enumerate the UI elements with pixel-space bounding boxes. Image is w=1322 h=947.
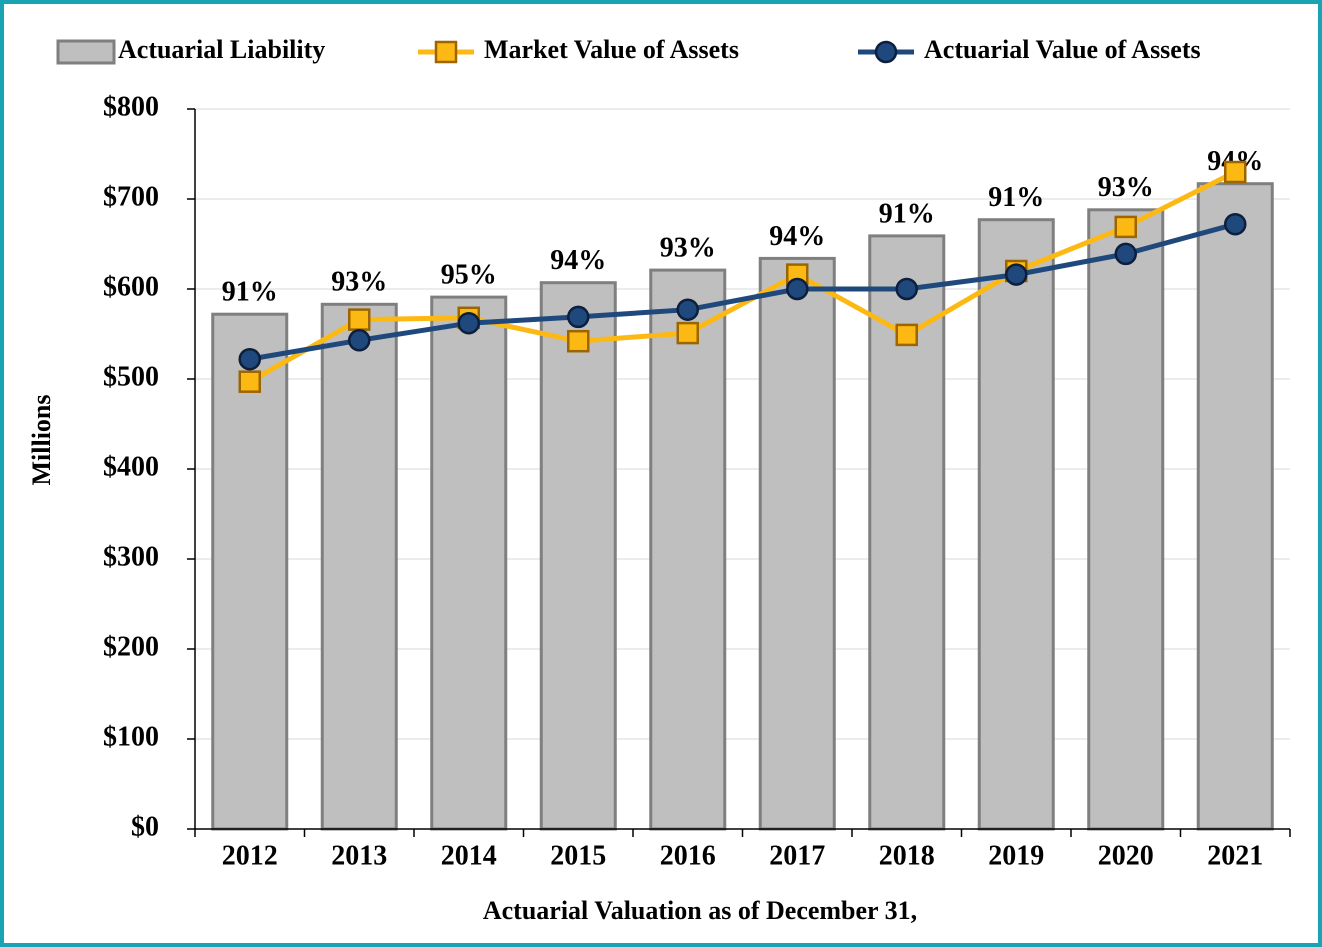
x-tick-label: 2018 [879, 840, 935, 871]
y-tick-label: $200 [103, 631, 159, 662]
bar [539, 281, 617, 831]
bar [977, 218, 1055, 831]
line [248, 169, 1237, 384]
legend-swatch [56, 39, 116, 65]
legend-marker [434, 40, 458, 64]
data-label: 91% [222, 277, 278, 308]
marker [1114, 242, 1137, 266]
y-tick-label: $800 [103, 91, 159, 122]
x-tick-label: 2016 [660, 840, 716, 871]
x-axis-title: Actuarial Valuation as of December 31, [483, 896, 917, 925]
x-tick-label: 2014 [441, 840, 497, 871]
bar [211, 312, 289, 831]
marker [676, 321, 699, 345]
marker [348, 308, 371, 331]
marker [786, 277, 809, 301]
y-tick-label: $100 [103, 721, 159, 752]
data-label: 91% [988, 182, 1044, 213]
line [249, 221, 1236, 362]
bar [1196, 182, 1274, 831]
x-tick-label: 2020 [1098, 840, 1154, 871]
marker [1224, 212, 1247, 236]
bar [320, 302, 398, 831]
legend-marker [874, 40, 898, 64]
y-tick-label: $0 [131, 811, 159, 842]
bar [1087, 208, 1165, 831]
y-axis-title: Millions [27, 394, 56, 485]
marker [1224, 160, 1247, 184]
marker [676, 298, 699, 321]
bar [868, 234, 946, 831]
legend-label: Market Value of Assets [484, 35, 739, 64]
legend-label: Actuarial Liability [118, 35, 325, 64]
data-label: 93% [1098, 172, 1154, 203]
marker [348, 329, 371, 352]
y-tick-label: $600 [103, 271, 159, 302]
marker [895, 323, 918, 347]
data-label: 91% [879, 198, 935, 229]
x-tick-label: 2015 [550, 840, 606, 871]
y-tick-label: $300 [103, 541, 159, 572]
y-tick-label: $500 [103, 361, 159, 392]
x-tick-label: 2017 [769, 840, 825, 871]
marker [567, 329, 590, 353]
data-label: 94% [550, 245, 606, 276]
marker [895, 277, 918, 301]
y-tick-label: $400 [103, 451, 159, 482]
marker [1005, 263, 1028, 286]
data-label: 94% [769, 221, 825, 252]
x-tick-label: 2013 [331, 840, 387, 871]
data-label: 93% [660, 233, 716, 264]
marker [1114, 215, 1137, 239]
marker [567, 305, 590, 329]
marker [238, 370, 261, 393]
data-label: 95% [441, 260, 497, 291]
y-tick-label: $700 [103, 181, 159, 212]
marker [238, 347, 261, 371]
bar [758, 256, 836, 831]
data-label: 93% [331, 267, 387, 298]
x-tick-label: 2012 [222, 840, 278, 871]
x-tick-label: 2021 [1207, 840, 1263, 871]
bar [649, 268, 727, 831]
x-tick-label: 2019 [988, 840, 1044, 871]
legend-label: Actuarial Value of Assets [924, 35, 1201, 64]
bar [430, 295, 508, 831]
marker [457, 311, 480, 335]
